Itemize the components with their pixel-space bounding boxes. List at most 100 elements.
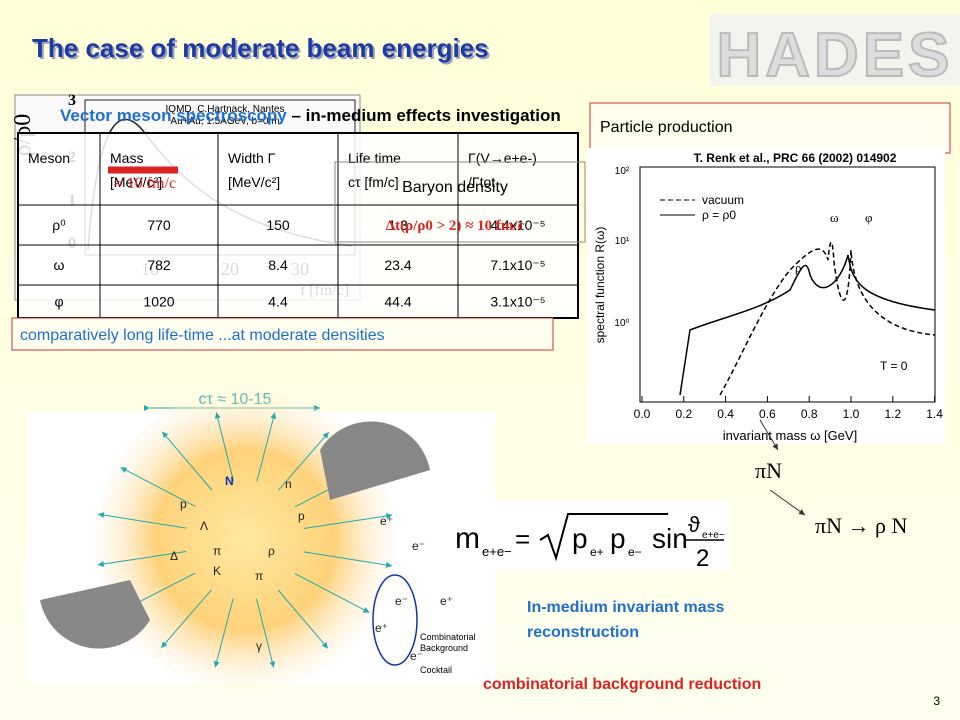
- table-cell: 44.4: [384, 294, 411, 310]
- x-tick-label: 0.8: [801, 407, 818, 421]
- peak-label: φ: [865, 210, 873, 225]
- particle-production: Particle production: [600, 119, 733, 136]
- x-tick-label: 0.2: [675, 407, 692, 421]
- note: comparatively long life-time ...at moder…: [20, 327, 385, 344]
- x-tick-label: 1.2: [884, 407, 901, 421]
- particle-label: ρ: [268, 544, 275, 558]
- cocktail-label: Cocktail: [420, 665, 452, 675]
- logo: HADES: [716, 21, 953, 90]
- table-bg: [17, 132, 579, 319]
- formula-part: 2: [696, 545, 709, 572]
- x-tick-label: 1.0: [843, 407, 860, 421]
- sqrt-sign: [539, 513, 668, 562]
- particle-label: e⁺: [375, 621, 388, 635]
- table-header: Width Γ: [228, 150, 276, 166]
- particle-label: γ: [256, 639, 262, 653]
- system-label: Au+Au, 1.5AGeV, b=0fm: [170, 116, 279, 127]
- table-cell: 1020: [143, 294, 174, 310]
- emission: [120, 466, 196, 507]
- page-number: 3: [933, 694, 940, 708]
- formula-box: [450, 500, 730, 570]
- table-cell: 4.4x10⁻⁵: [490, 217, 545, 233]
- title-shadow: The case of moderate beam energies: [34, 35, 491, 65]
- emission: [213, 598, 234, 668]
- density-legend: Baryon density: [402, 179, 508, 196]
- particle-label: e⁻: [412, 539, 425, 553]
- table-header: /Γtot: [468, 174, 495, 190]
- particle-label: p: [298, 509, 305, 523]
- spectral-fig: [587, 148, 945, 443]
- table-cell: φ: [54, 294, 63, 310]
- formula-part: ϑ: [688, 512, 700, 537]
- x-axis-label: invariant mass ω [GeV]: [723, 428, 857, 443]
- particle-label: Δ: [170, 549, 178, 563]
- formula-part: p: [610, 523, 626, 554]
- particle-label: π: [213, 544, 221, 558]
- particle-label: e⁻: [410, 649, 423, 663]
- emission: [277, 589, 329, 649]
- particle-label: π: [255, 569, 263, 583]
- density-legend-box: [334, 161, 586, 243]
- slide-title: The case of moderate beam energies: [32, 33, 489, 63]
- emission: [97, 550, 187, 567]
- subtitle-rest: – in-medium effects investigation: [287, 106, 561, 125]
- curve-medium: [679, 254, 936, 396]
- y-tick-label: 10²: [615, 166, 630, 177]
- emission: [278, 431, 330, 491]
- table-cell: ρ⁰: [52, 217, 66, 233]
- particle-label: e⁻: [395, 594, 408, 608]
- table-cell: 770: [147, 217, 171, 233]
- citation: T. Renk et al., PRC 66 (2002) 014902: [694, 151, 897, 165]
- nucleus: [40, 580, 150, 649]
- formula-part: e+e−: [702, 530, 725, 541]
- emission: [303, 513, 393, 530]
- emission: [256, 412, 277, 482]
- peak-label: ω: [830, 210, 839, 225]
- background-label: Combinatorial: [420, 632, 476, 642]
- fireball: [95, 390, 395, 690]
- legend-label: vacuum: [702, 193, 744, 207]
- table-header: Mass: [110, 150, 143, 166]
- table-cell: 8.4: [268, 257, 288, 273]
- emission: [161, 431, 213, 491]
- table-header: [MeV/c²]: [228, 174, 280, 190]
- table-header: [MeV/c²]: [110, 174, 162, 190]
- x-tick-label: 0.6: [759, 407, 776, 421]
- table-cell: 7.1x10⁻⁵: [490, 257, 545, 273]
- emission: [214, 412, 234, 482]
- reconstruction: In-medium invariant mass: [527, 599, 724, 616]
- x-tick-label: 0.4: [717, 407, 734, 421]
- table-cell: 1.3: [388, 217, 408, 233]
- subtitle: Vector meson spectroscopy – in-medium ef…: [60, 106, 561, 125]
- spectral-area: [639, 166, 936, 403]
- note-box: [11, 317, 554, 351]
- reconstruction: reconstruction: [527, 624, 639, 641]
- particle-label: e⁺: [380, 514, 393, 528]
- y-tick-label: 10⁰: [614, 318, 629, 329]
- formula-part: sin: [652, 523, 688, 554]
- formula-part: e+e−: [482, 544, 512, 559]
- table-header: Life time: [348, 150, 401, 166]
- particle-label: p: [180, 497, 187, 511]
- emission: [97, 512, 187, 529]
- table-header: cτ [fm/c]: [348, 174, 399, 190]
- formula-part: e+: [590, 545, 604, 559]
- table-header: Meson: [28, 150, 70, 166]
- particle-label: N: [225, 474, 234, 488]
- logo-box: [710, 14, 960, 86]
- table-cell: 782: [147, 257, 171, 273]
- x-tick-label: 0.0: [634, 407, 651, 421]
- y-tick-label: 3: [68, 92, 76, 109]
- y-tick-label: 10¹: [615, 236, 630, 247]
- formula-part: m: [455, 522, 480, 555]
- formula-part: p: [572, 523, 588, 554]
- particle-label: n: [285, 477, 292, 491]
- table-cell: 4.4: [268, 294, 288, 310]
- particle-label: e⁺: [440, 594, 453, 608]
- reaction-arrow: [759, 419, 779, 451]
- particle-box: [589, 102, 951, 154]
- emission: [160, 589, 212, 649]
- table-cell: ω: [54, 257, 65, 273]
